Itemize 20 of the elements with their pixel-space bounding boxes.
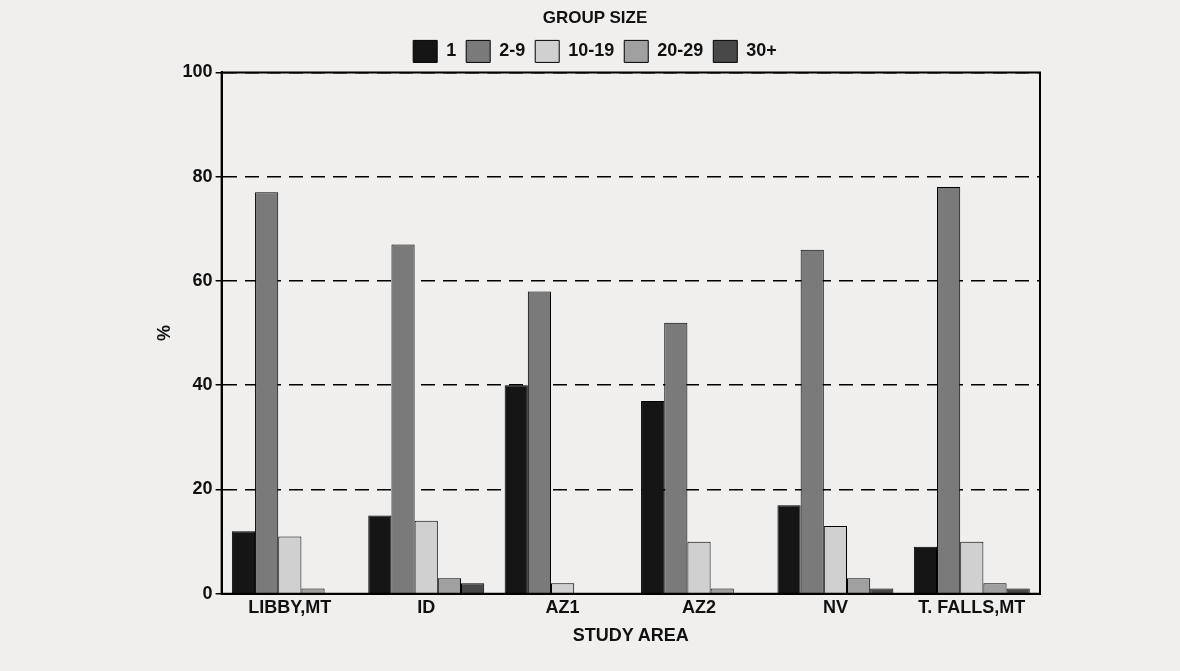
legend-label: 10-19	[568, 40, 615, 61]
x-tick-label: AZ1	[545, 596, 580, 617]
y-tick-label: 40	[192, 374, 213, 395]
legend-label: 20-29	[657, 40, 704, 61]
legend-label: 30+	[746, 40, 777, 61]
x-tick-label: NV	[822, 596, 848, 617]
x-tick-label: LIBBY,MT	[248, 596, 332, 617]
y-tick-label: 0	[202, 582, 213, 603]
y-tick-label: 80	[192, 165, 213, 186]
legend-label: 1	[446, 40, 457, 61]
legend-label: 2-9	[499, 40, 526, 61]
x-tick-label: T. FALLS,MT	[918, 596, 1026, 617]
y-tick-label: 20	[192, 478, 213, 499]
y-tick-label: 60	[192, 269, 213, 290]
y-tick-label: 100	[182, 61, 213, 82]
legend-title: GROUP SIZE	[542, 8, 648, 28]
x-tick-label: AZ2	[682, 596, 717, 617]
x-axis-title: STUDY AREA	[572, 625, 689, 646]
x-tick-label: ID	[417, 596, 436, 617]
y-axis-title: %	[153, 325, 174, 342]
